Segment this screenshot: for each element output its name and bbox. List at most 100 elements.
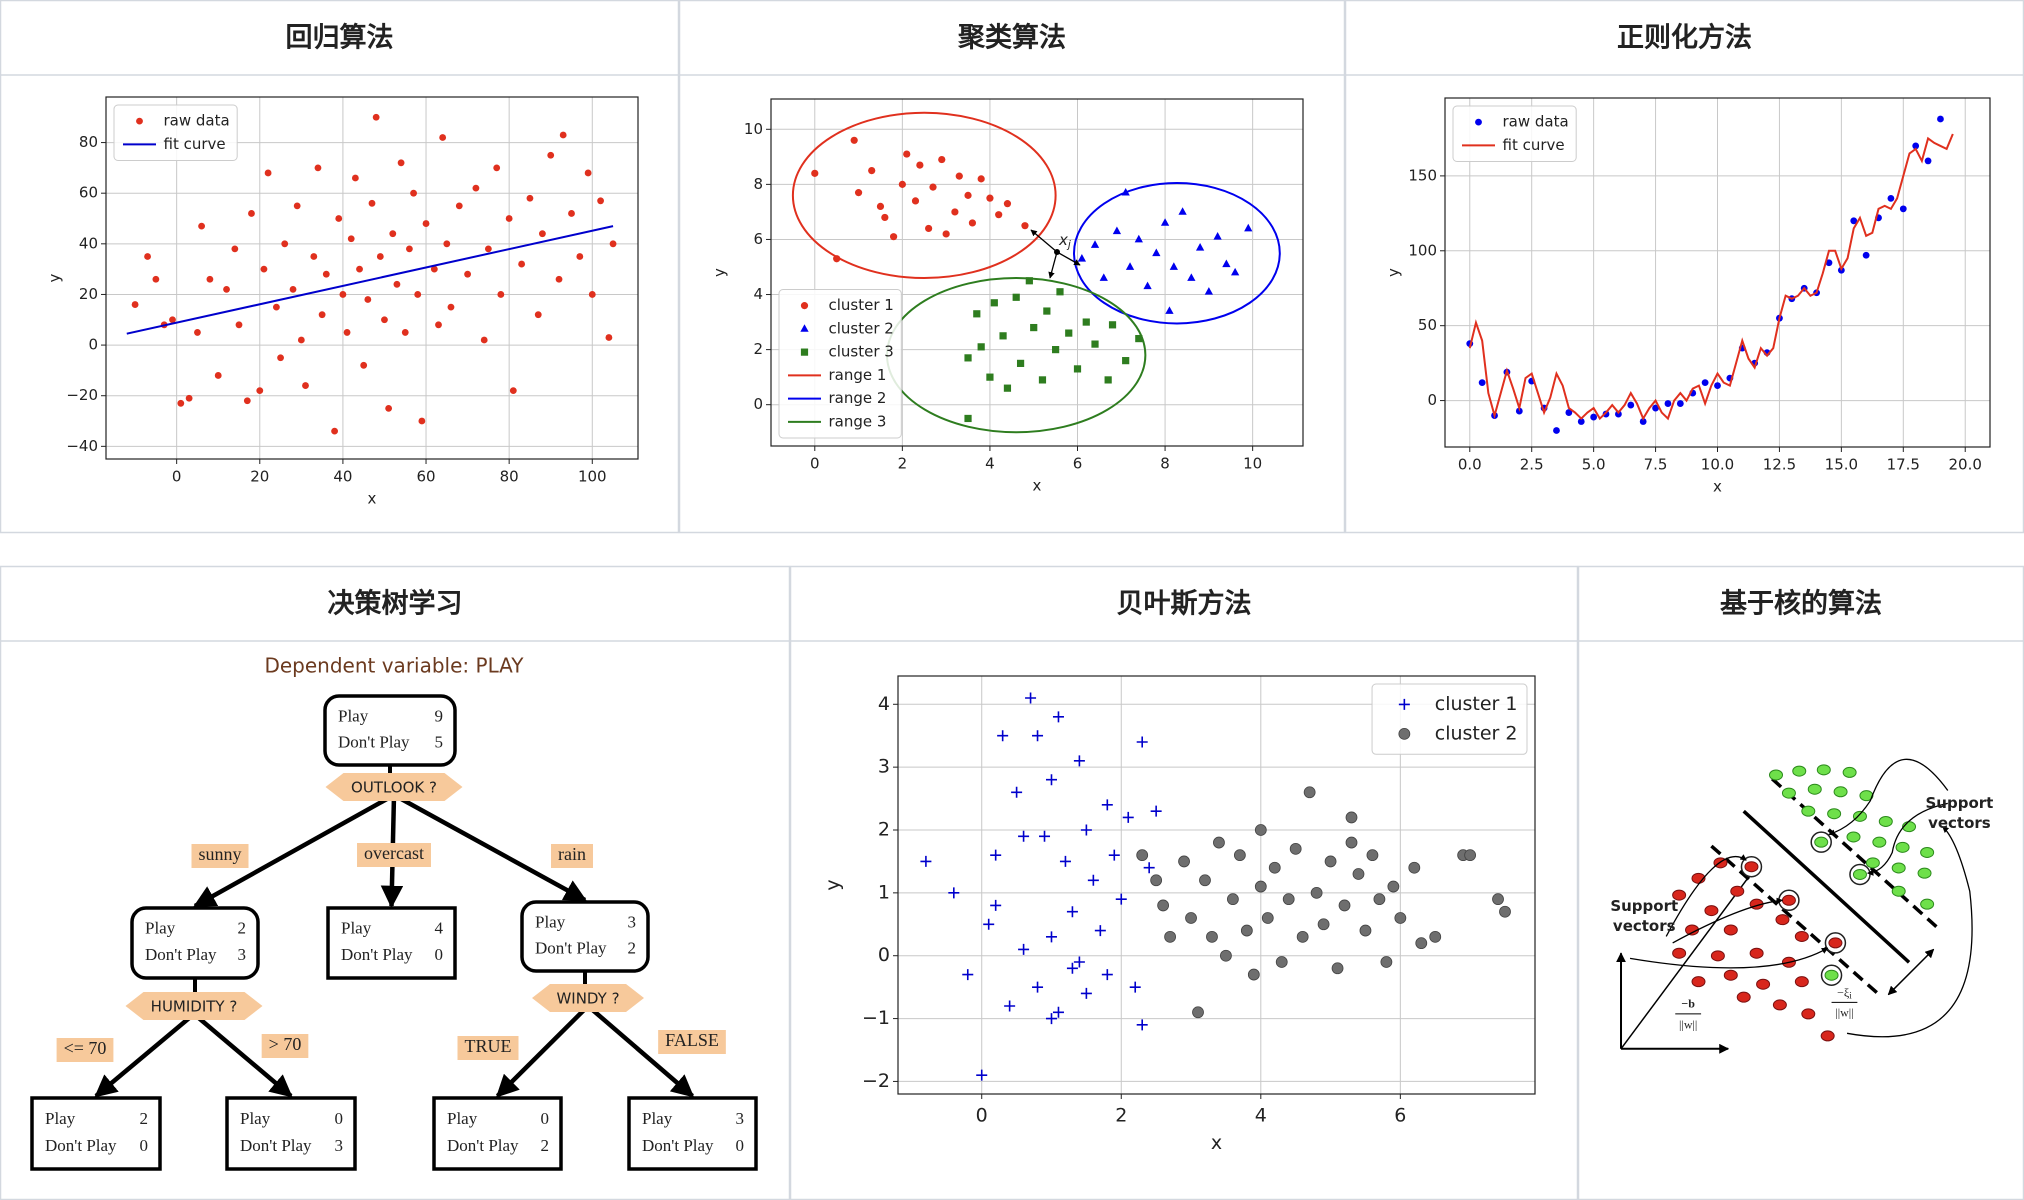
node-row-label: Play <box>45 1109 76 1128</box>
plus-marker <box>1011 786 1023 798</box>
y-tick-label: 80 <box>79 133 98 151</box>
annotation-text: x <box>1058 231 1068 249</box>
circle-marker <box>152 275 160 283</box>
plus-marker <box>1094 925 1106 937</box>
circle-marker <box>414 291 422 298</box>
circle-marker <box>1317 918 1330 931</box>
node-count: 5 <box>435 733 444 752</box>
branch-label: rain <box>558 844 586 864</box>
plus-marker <box>1018 943 1030 955</box>
split-label: WINDY ? <box>556 990 619 1008</box>
circle-marker <box>1275 956 1288 968</box>
legend-label: raw data <box>164 112 230 130</box>
split-diamond <box>325 773 463 801</box>
circle-marker <box>480 336 488 344</box>
circle-marker <box>916 161 924 169</box>
panel-title: 决策树学习 <box>328 588 463 620</box>
plot-frame <box>1444 97 1991 448</box>
legend-label: fit curve <box>164 135 226 153</box>
circle-marker <box>185 394 193 402</box>
triangle-marker <box>1222 259 1231 268</box>
negative-point <box>1710 950 1725 962</box>
circle-marker <box>406 245 413 253</box>
circle-marker <box>1021 222 1029 230</box>
circle-marker <box>264 169 272 177</box>
node-row-label: Play <box>338 706 369 725</box>
circle-marker <box>1398 727 1411 740</box>
plus-marker <box>920 855 932 867</box>
triangle-marker <box>1195 243 1205 251</box>
negative-point <box>1828 937 1843 949</box>
circle-marker <box>447 303 455 311</box>
square-marker <box>1030 323 1038 332</box>
y-tick-label: 6 <box>753 230 763 248</box>
circle-marker <box>925 224 933 233</box>
circle-marker <box>547 151 555 159</box>
negative-point <box>1723 924 1738 936</box>
branch-label-box <box>261 1034 309 1058</box>
circle-marker <box>898 180 906 188</box>
y-tick-label: 0 <box>753 395 763 413</box>
circle-marker <box>911 197 920 205</box>
split-diamond <box>125 992 263 1020</box>
circle-marker <box>493 164 501 172</box>
circle-marker <box>314 164 322 172</box>
circle-marker <box>1714 382 1721 389</box>
plot-frame <box>897 675 1536 1095</box>
legend-label: cluster 3 <box>829 343 894 361</box>
plus-marker <box>948 887 960 899</box>
circle-marker <box>360 361 368 369</box>
branch-label-box <box>357 843 431 867</box>
node-row-label: Play <box>535 912 566 931</box>
positive-point <box>1852 810 1867 822</box>
legend: cluster 1 cluster 2 cluster 3 range 1 range … <box>778 289 902 439</box>
circle-marker <box>1359 924 1372 937</box>
y-tick-label: 4 <box>753 285 763 303</box>
circle-marker <box>505 215 513 222</box>
circle-marker <box>364 296 372 303</box>
branch-label-box <box>56 1038 114 1062</box>
positive-point <box>1920 846 1935 858</box>
legend-label: cluster 1 <box>829 296 894 314</box>
branch-label-box <box>191 844 249 868</box>
negative-point <box>1781 894 1796 906</box>
circle-marker <box>534 311 542 319</box>
circle-marker <box>1352 868 1365 880</box>
circle-marker <box>464 270 471 278</box>
circle-marker <box>1331 962 1344 975</box>
x-tick-label: 6 <box>1394 1105 1406 1127</box>
circle-marker <box>443 240 451 248</box>
triangle-marker <box>1204 287 1214 295</box>
node-row-label: Don't Play <box>341 945 413 964</box>
square-marker <box>999 332 1007 340</box>
bias-label: −b <box>1681 997 1695 1011</box>
range-ellipse <box>1072 181 1281 325</box>
plus-marker <box>997 730 1009 742</box>
node-row-label: Don't Play <box>145 945 217 964</box>
circle-marker <box>393 280 401 288</box>
circle-marker <box>1220 949 1232 962</box>
circle-marker <box>964 191 972 199</box>
positive-point <box>1865 857 1880 869</box>
square-marker <box>1108 321 1117 329</box>
legend-label: cluster 2 <box>829 319 894 337</box>
pointer-arrow <box>1665 854 1747 937</box>
square-marker <box>1056 288 1064 296</box>
annotation-arrow <box>1056 251 1081 266</box>
triangle-marker <box>1134 234 1143 243</box>
triangle-marker <box>1230 267 1240 276</box>
circle-marker <box>410 189 417 197</box>
y-tick-label: −1 <box>862 1007 890 1029</box>
node-count: 3 <box>736 1109 745 1128</box>
circle-marker <box>131 301 139 308</box>
annotation-subscript: j <box>1066 239 1071 251</box>
y-tick-label: 40 <box>79 234 98 252</box>
circle-marker <box>297 336 305 344</box>
panel-title: 聚类算法 <box>957 22 1066 54</box>
triangle-marker <box>1152 248 1161 257</box>
square-marker <box>1043 307 1051 315</box>
circle-marker <box>986 194 994 202</box>
circle-marker <box>509 387 517 395</box>
circle-marker <box>1408 861 1421 874</box>
tree-edge <box>94 1012 196 1098</box>
